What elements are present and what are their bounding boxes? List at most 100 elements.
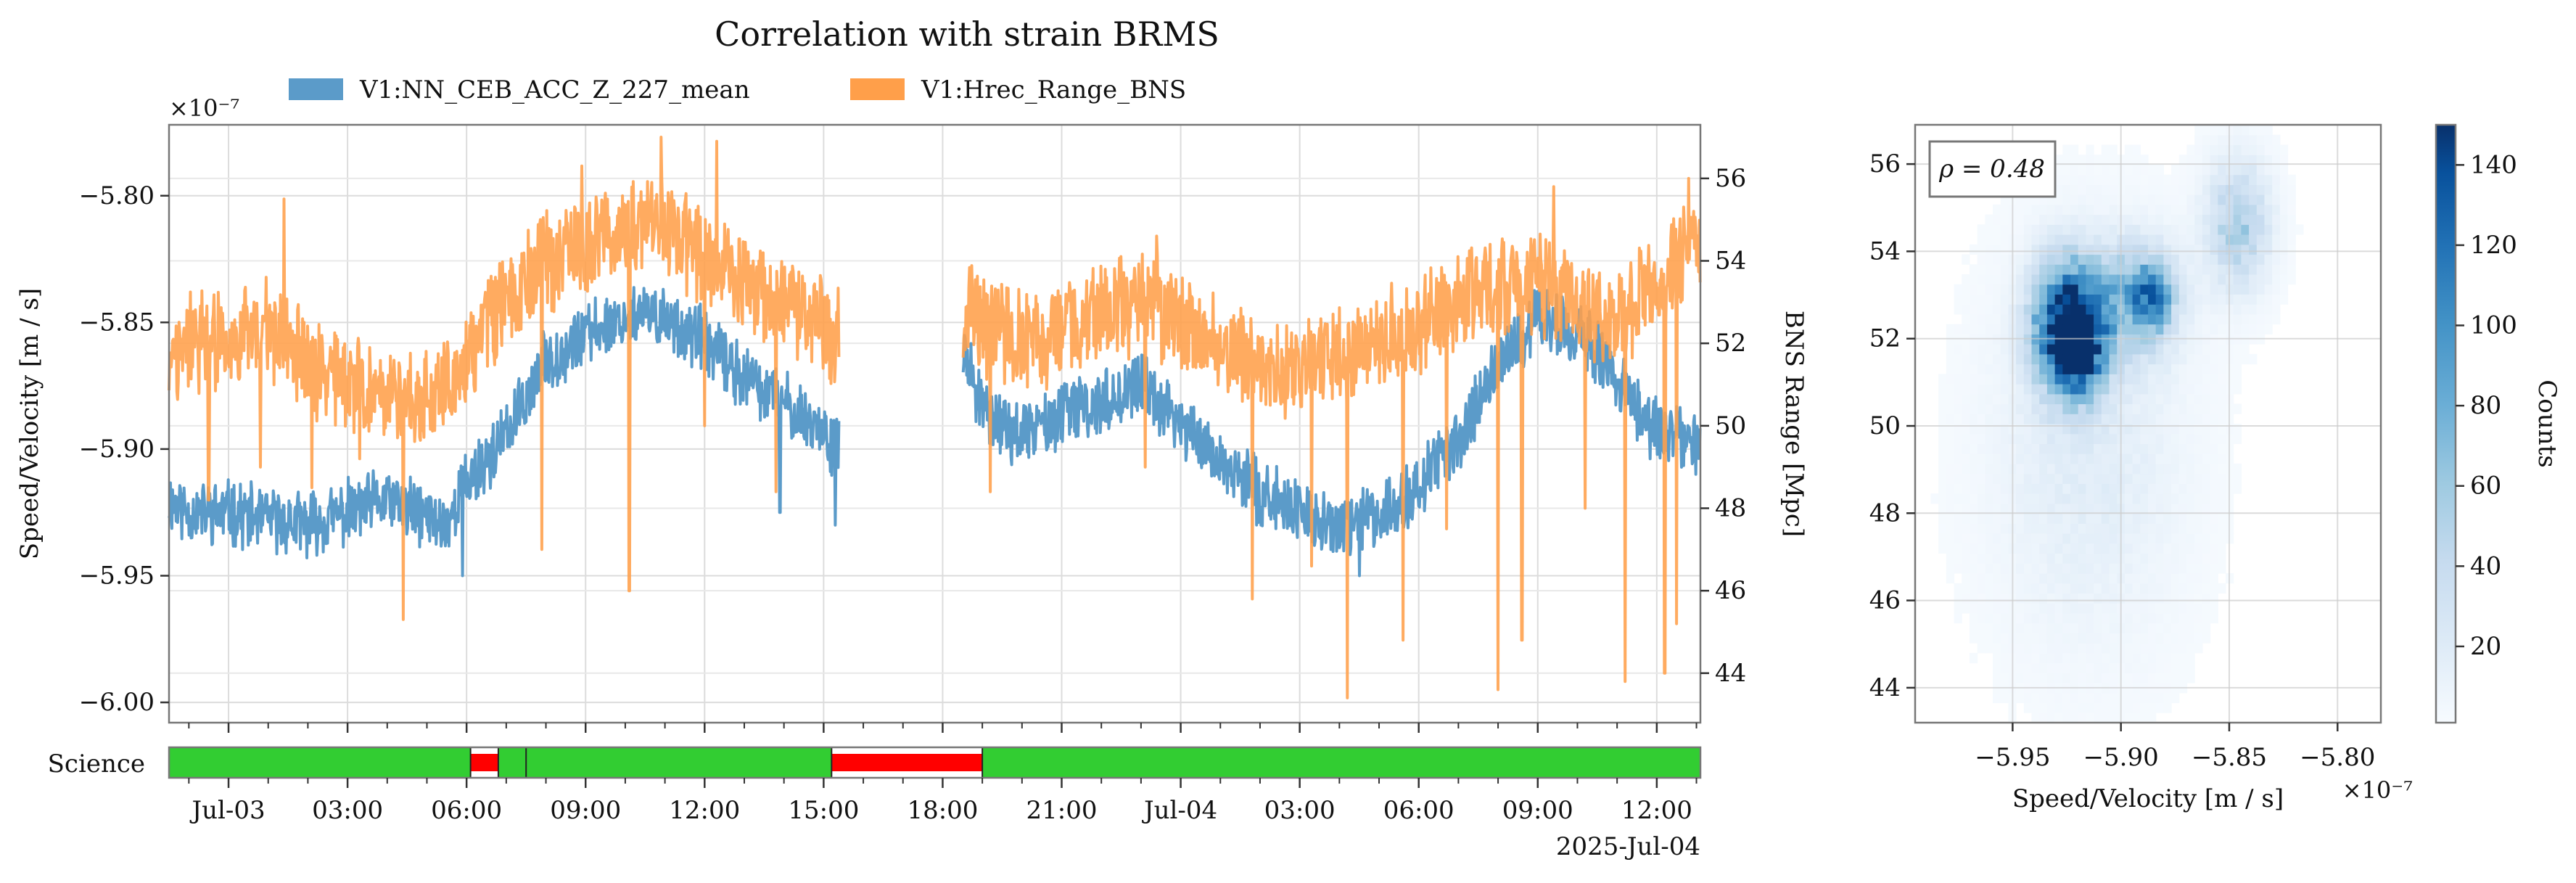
histogram-cell bbox=[2109, 254, 2118, 265]
histogram-cell bbox=[2249, 184, 2258, 195]
histogram-cell bbox=[2109, 304, 2118, 315]
histogram-cell bbox=[2155, 164, 2164, 176]
histogram-cell bbox=[2086, 563, 2094, 574]
histogram-cell bbox=[1954, 533, 1962, 544]
histogram-cell bbox=[2094, 174, 2102, 185]
histogram-cell bbox=[2070, 254, 2079, 265]
histogram-cell bbox=[2202, 364, 2211, 374]
histogram-cell bbox=[2155, 673, 2164, 683]
histogram-cell bbox=[2218, 463, 2226, 475]
histogram-cell bbox=[1985, 612, 1993, 624]
histogram-cell bbox=[2023, 414, 2033, 424]
histogram-cell bbox=[2249, 264, 2258, 275]
histogram-cell bbox=[2140, 523, 2149, 534]
histogram-cell bbox=[1962, 344, 1970, 355]
histogram-cell bbox=[2241, 194, 2250, 205]
histogram-cell bbox=[2062, 424, 2071, 435]
histogram-cell bbox=[2171, 443, 2180, 454]
histogram-cell bbox=[2233, 274, 2242, 285]
histogram-cell bbox=[2194, 603, 2203, 614]
histogram-cell bbox=[2078, 155, 2086, 165]
histogram-cell bbox=[2086, 553, 2094, 564]
histogram-cell bbox=[2124, 523, 2133, 534]
histogram-cell bbox=[1993, 393, 2001, 405]
histogram-cell bbox=[2062, 583, 2071, 594]
histogram-cell bbox=[2054, 593, 2063, 604]
histogram-cell bbox=[2101, 313, 2110, 325]
histogram-cell bbox=[2101, 224, 2110, 235]
time-axis-ticks: Jul-03 03:00 06:00 09:00 12:00 15:00 18:00 21:0… bbox=[188, 723, 1698, 825]
histogram-cell bbox=[2109, 513, 2118, 524]
histogram-cell bbox=[2163, 324, 2172, 334]
histogram-cell bbox=[1985, 274, 1993, 285]
histogram-cell bbox=[2109, 224, 2118, 235]
histogram-cell bbox=[2132, 414, 2141, 424]
histogram-cell bbox=[2062, 364, 2071, 374]
histogram-cell bbox=[2124, 533, 2133, 544]
histogram-cell bbox=[2202, 414, 2211, 424]
histogram-cell bbox=[2124, 353, 2133, 365]
histogram-cell bbox=[1962, 533, 1970, 544]
histogram-cell bbox=[2062, 612, 2071, 624]
histogram-cell bbox=[2132, 214, 2141, 225]
histogram-cell bbox=[2194, 643, 2203, 654]
histogram-cell bbox=[2210, 344, 2218, 355]
histogram-cell bbox=[2171, 344, 2180, 355]
histogram-cell bbox=[2148, 304, 2157, 315]
histogram-cell bbox=[1962, 503, 1970, 514]
histogram-cell bbox=[2210, 424, 2218, 435]
histogram-cell bbox=[2031, 603, 2040, 614]
histogram-cell bbox=[1977, 463, 1986, 475]
histogram-cell bbox=[2210, 134, 2218, 145]
histogram-cell bbox=[2000, 364, 2009, 374]
histogram-cell bbox=[2124, 274, 2133, 285]
histogram-cell bbox=[2202, 543, 2211, 554]
histogram-cell bbox=[2023, 224, 2033, 235]
histogram-cell bbox=[2148, 264, 2157, 275]
histogram-cell bbox=[2140, 324, 2149, 334]
histogram-cell bbox=[2171, 453, 2180, 464]
histogram-cell bbox=[2016, 284, 2025, 295]
histogram-cell bbox=[2054, 304, 2063, 315]
histogram-cell bbox=[2086, 194, 2094, 205]
histogram-cell bbox=[2218, 384, 2226, 395]
histogram-cell bbox=[1938, 543, 1947, 554]
histogram-cell bbox=[1969, 612, 1978, 624]
histogram-cell bbox=[2171, 304, 2180, 315]
histogram-cell bbox=[2094, 214, 2102, 225]
histogram-cell bbox=[2016, 643, 2025, 654]
histogram-cell bbox=[2000, 612, 2009, 624]
histogram-cell bbox=[2163, 603, 2172, 614]
histogram-cell bbox=[2148, 433, 2157, 444]
histogram-cell bbox=[2039, 194, 2048, 205]
histogram-cell bbox=[1977, 543, 1986, 554]
histogram-cell bbox=[2171, 254, 2180, 265]
histogram-cell bbox=[1938, 463, 1947, 475]
histogram-cell bbox=[2086, 702, 2094, 713]
histogram-cell bbox=[2178, 194, 2188, 205]
histogram-cell bbox=[2046, 673, 2056, 683]
histogram-cell bbox=[2086, 573, 2094, 584]
histogram-cell bbox=[2070, 353, 2079, 365]
histogram-cell bbox=[1977, 563, 1986, 574]
histogram-cell bbox=[1993, 433, 2001, 444]
histogram-cell bbox=[1969, 244, 1978, 255]
histogram-cell bbox=[2132, 673, 2141, 683]
left-axis-label: Speed/Velocity [m / s] bbox=[15, 288, 44, 559]
histogram-cell bbox=[2132, 294, 2141, 305]
histogram-cell bbox=[2039, 603, 2048, 614]
histogram-cell bbox=[2132, 274, 2141, 285]
histogram-cell bbox=[2233, 204, 2242, 215]
histogram-cell bbox=[2186, 523, 2195, 534]
histogram-cell bbox=[2264, 254, 2273, 265]
histogram-cell bbox=[2062, 264, 2071, 275]
histogram-cell bbox=[2256, 324, 2266, 334]
histogram-cell bbox=[1993, 573, 2001, 584]
histogram-cell bbox=[2101, 374, 2110, 385]
histogram-cell bbox=[2101, 553, 2110, 564]
time-tick-label-0: Jul-03 bbox=[189, 796, 265, 825]
histogram-cell bbox=[2132, 364, 2141, 374]
histogram-cell bbox=[2186, 633, 2195, 644]
histogram-cell bbox=[2194, 443, 2203, 454]
histogram-cell bbox=[2210, 254, 2218, 265]
